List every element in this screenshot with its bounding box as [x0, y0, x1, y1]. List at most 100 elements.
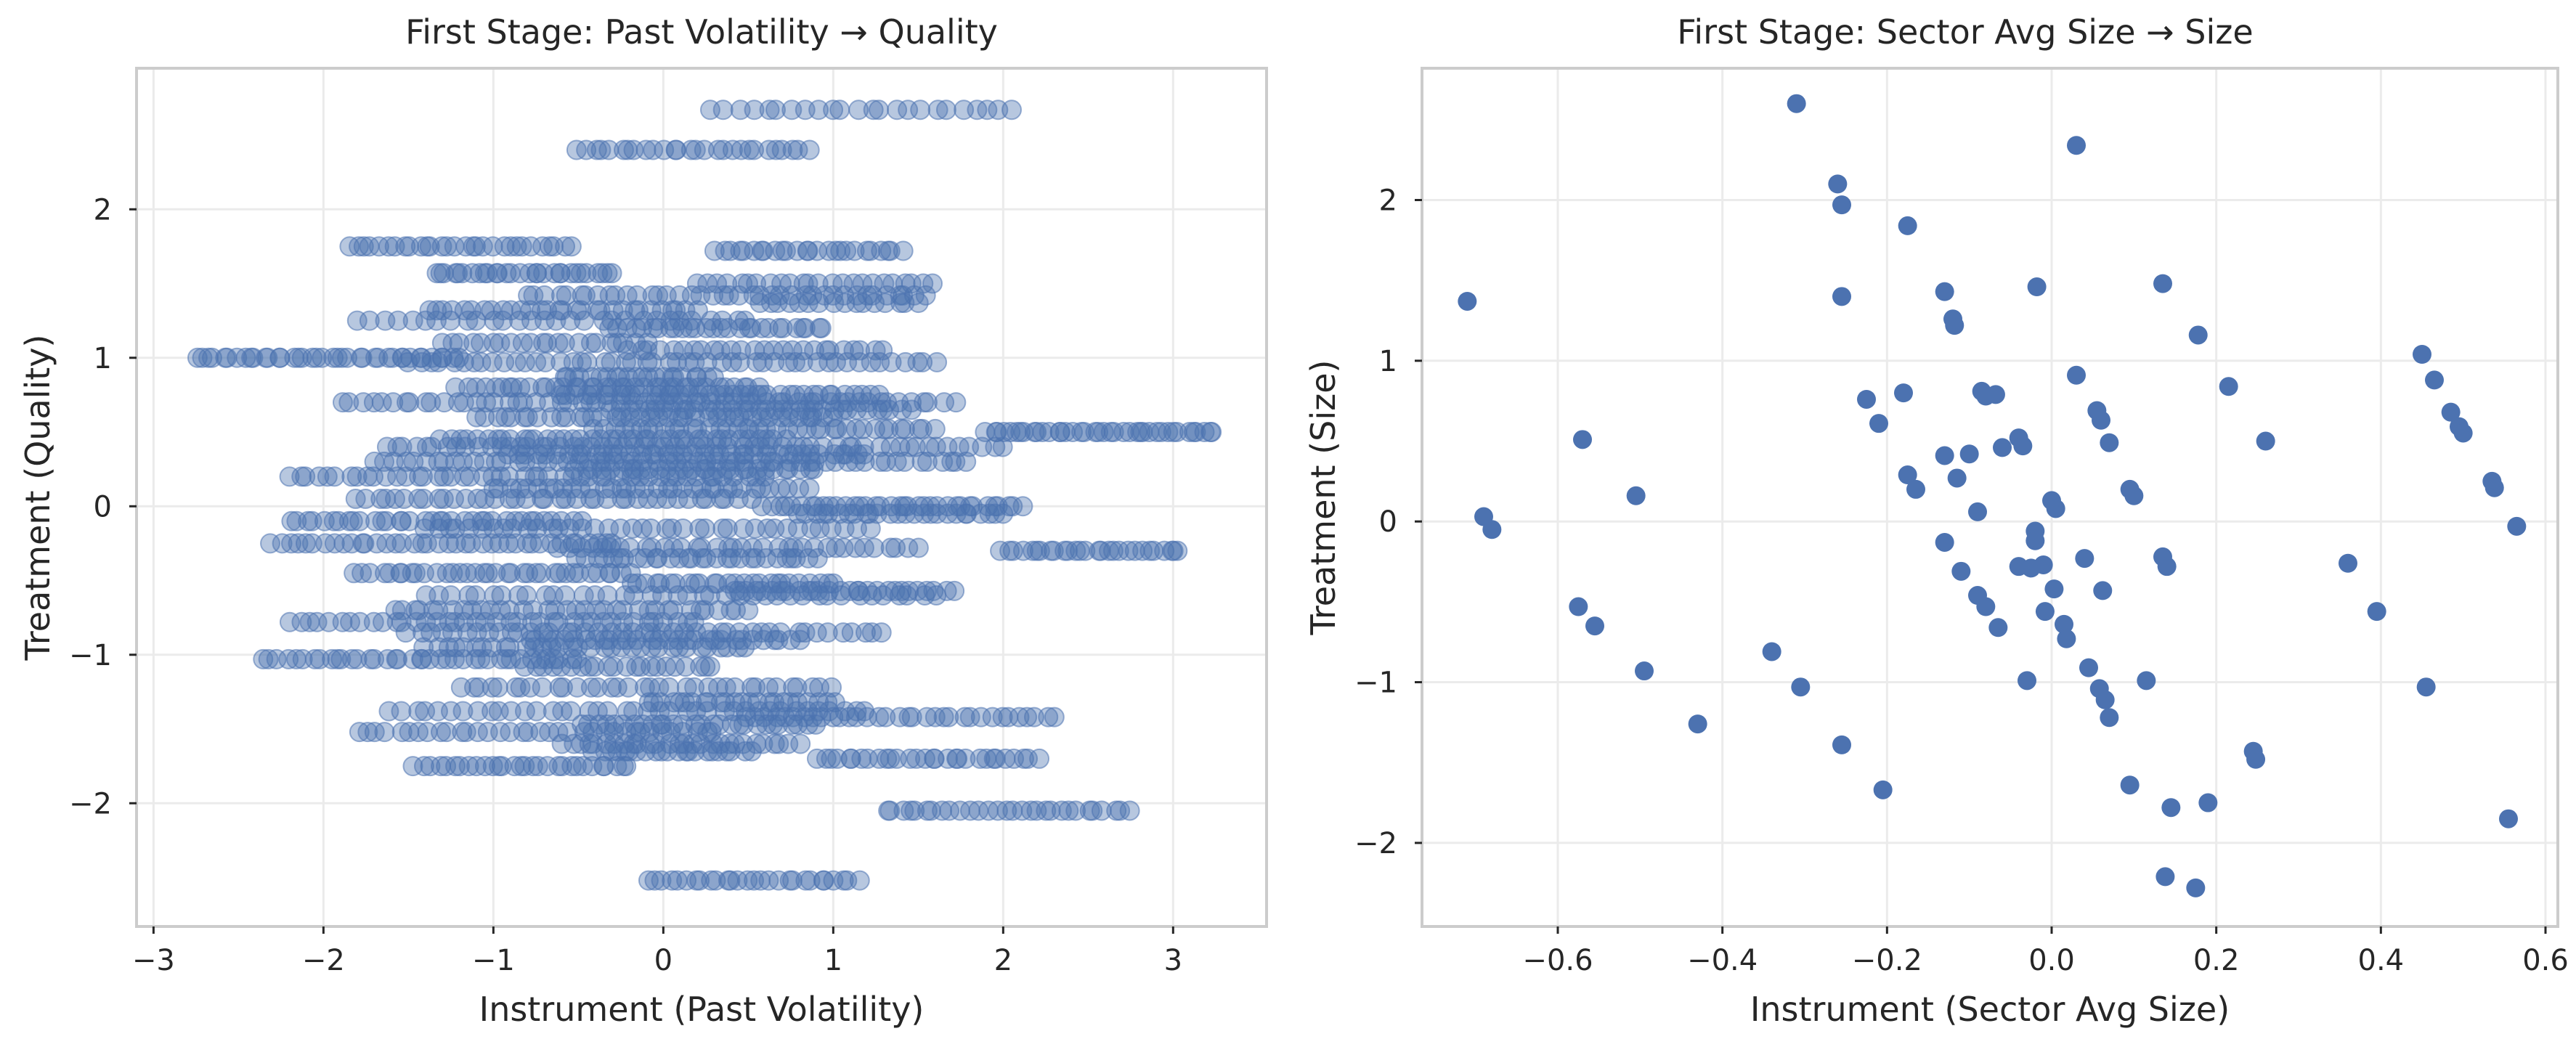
scatter-point [1986, 385, 2005, 404]
scatter-point [887, 99, 908, 121]
scatter-point [849, 870, 870, 891]
right-chart-x-tick-label: −0.2 [1852, 944, 1922, 977]
scatter-point [799, 139, 820, 160]
scatter-point [836, 240, 857, 261]
scatter-point [1626, 486, 1646, 505]
scatter-point [520, 300, 541, 321]
scatter-point [2256, 431, 2275, 451]
scatter-point [910, 99, 931, 121]
scatter-point [927, 99, 948, 121]
scatter-point [712, 99, 734, 121]
scatter-point [426, 300, 447, 321]
scatter-point [1119, 800, 1140, 821]
left-chart-x-tick-label: 0 [654, 944, 673, 977]
scatter-point [1044, 706, 1065, 728]
scatter-point [790, 733, 811, 754]
scatter-point [795, 317, 816, 338]
scatter-point [695, 518, 716, 539]
scatter-point [544, 263, 565, 284]
scatter-point [707, 139, 728, 160]
right-chart-y-tick-label: −1 [1354, 667, 1397, 700]
scatter-point [789, 630, 810, 651]
scatter-point [1993, 438, 2012, 457]
scatter-point [1869, 414, 1888, 433]
scatter-point [765, 139, 787, 160]
scatter-point [744, 99, 765, 121]
scatter-point [1968, 502, 1987, 521]
scatter-point [625, 317, 646, 338]
scatter-point [704, 240, 725, 261]
scatter-point [395, 622, 416, 643]
scatter-point [1945, 316, 1964, 335]
scatter-point [765, 240, 786, 261]
scatter-point [772, 317, 793, 338]
scatter-point [992, 436, 1013, 457]
scatter-point [533, 263, 554, 284]
scatter-point [805, 714, 826, 735]
scatter-point [588, 285, 609, 306]
right-chart-x-tick-label: 0.6 [2522, 944, 2569, 977]
scatter-point [808, 99, 829, 121]
scatter-point [601, 263, 622, 284]
scatter-point [894, 451, 915, 472]
scatter-point [922, 273, 943, 294]
scatter-point [506, 236, 527, 257]
scatter-point [426, 310, 447, 331]
scatter-point [871, 622, 892, 643]
scatter-point [864, 293, 885, 314]
scatter-point [1935, 282, 1954, 301]
scatter-point [843, 340, 864, 361]
scatter-point [757, 317, 779, 338]
scatter-point [2137, 671, 2156, 691]
left-chart-y-tick-label: 0 [94, 490, 112, 524]
scatter-point [860, 518, 881, 539]
left-chart-x-tick-label: −2 [302, 944, 345, 977]
scatter-point [2035, 602, 2055, 622]
scatter-point [534, 310, 555, 331]
scatter-point [901, 399, 922, 420]
scatter-point [643, 139, 664, 160]
scatter-point [818, 240, 840, 261]
scatter-point [482, 236, 503, 257]
scatter-point [484, 310, 505, 331]
scatter-point [926, 584, 947, 606]
scatter-point [1832, 195, 1851, 215]
scatter-point [808, 293, 829, 314]
scatter-point [2188, 325, 2208, 345]
scatter-point [1585, 616, 1604, 636]
scatter-point [863, 99, 884, 121]
scatter-point [2186, 878, 2206, 897]
scatter-point [2033, 555, 2053, 574]
scatter-point [2507, 516, 2527, 536]
scatter-point [2095, 690, 2115, 709]
scatter-point [1935, 446, 1954, 465]
scatter-point [2425, 370, 2444, 390]
scatter-point [2339, 553, 2357, 573]
scatter-point [2246, 749, 2266, 769]
scatter-point [2161, 798, 2181, 818]
scatter-point [831, 584, 852, 606]
scatter-point [2198, 793, 2218, 812]
scatter-point [1201, 422, 1222, 443]
scatter-point [2219, 377, 2238, 396]
scatter-point [2046, 499, 2065, 518]
scatter-point [775, 240, 796, 261]
scatter-point [359, 310, 380, 331]
scatter-point [590, 139, 612, 160]
right-chart-x-tick-label: 0.0 [2028, 944, 2075, 977]
scatter-point [927, 351, 948, 372]
scatter-point [374, 722, 395, 743]
scatter-point [824, 293, 845, 314]
scatter-point [729, 351, 750, 372]
scatter-point [686, 273, 707, 294]
scatter-point [641, 300, 662, 321]
right-chart-x-tick-label: 0.2 [2193, 944, 2240, 977]
scatter-point [823, 99, 844, 121]
scatter-point [466, 310, 487, 331]
scatter-point [580, 333, 601, 354]
scatter-point [631, 317, 652, 338]
scatter-point [1832, 735, 1851, 754]
scatter-point [550, 263, 571, 284]
scatter-point [946, 392, 967, 413]
scatter-point [585, 333, 606, 354]
